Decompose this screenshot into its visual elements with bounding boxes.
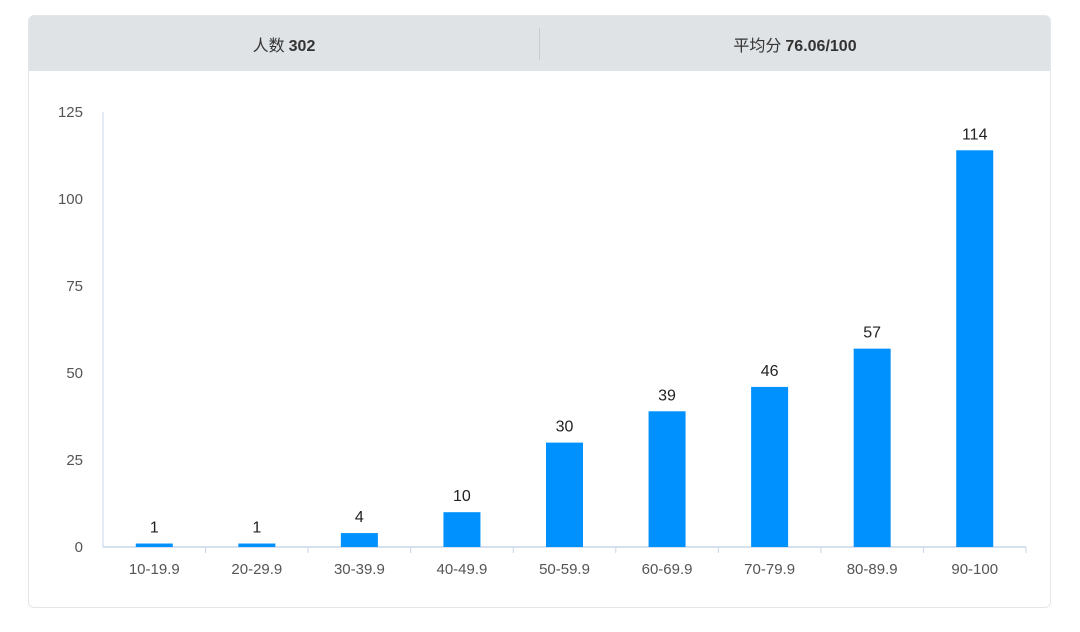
bar-50-59.9 [546, 442, 583, 547]
x-tick-label: 60-69.9 [642, 561, 693, 578]
bar-value-label: 30 [556, 419, 574, 436]
bar-value-label: 114 [962, 126, 988, 143]
x-tick-label: 20-29.9 [231, 561, 282, 578]
x-tick-label: 10-19.9 [129, 561, 180, 578]
average-score-value: 76.06/100 [785, 37, 857, 55]
bar-value-label: 1 [252, 520, 261, 537]
x-tick-label: 50-59.9 [539, 561, 590, 578]
score-distribution-card: 人数 302 平均分 76.06/100 0 25 50 75 100 125 1 10-19.9… [28, 15, 1051, 608]
bar-value-label: 1 [150, 520, 159, 537]
average-score: 平均分 76.06/100 [540, 32, 1050, 56]
bar-value-label: 46 [761, 363, 779, 380]
x-tick-label: 90-100 [951, 561, 998, 578]
bar-30-39.9 [340, 533, 378, 547]
average-score-label: 平均分 [733, 37, 782, 55]
x-tick-label: 30-39.9 [334, 561, 385, 578]
x-tick-label: 70-79.9 [744, 561, 795, 578]
x-tick-label: 80-89.9 [847, 561, 898, 578]
bar-40-49.9 [443, 512, 481, 547]
y-tick-label: 25 [66, 452, 83, 469]
summary-bar: 人数 302 平均分 76.06/100 [29, 16, 1050, 71]
score-histogram-chart: 0 25 50 75 100 125 1 10-19.9 1 20-29.9 4 30-39.9 10 4… [58, 104, 1027, 578]
y-tick-label: 50 [66, 365, 83, 382]
bar-value-label: 10 [453, 488, 471, 505]
bar-10-19.9 [135, 543, 173, 547]
y-tick-label: 125 [58, 104, 83, 121]
bar-60-69.9 [648, 411, 686, 547]
bar-20-29.9 [238, 543, 276, 547]
x-tick-label: 40-49.9 [437, 561, 488, 578]
summary-divider [539, 27, 540, 60]
y-tick-label: 100 [58, 191, 83, 208]
bar-70-79.9 [751, 386, 789, 547]
participant-count: 人数 302 [29, 32, 539, 56]
bar-value-label: 57 [863, 325, 881, 342]
y-tick-label: 0 [75, 539, 83, 556]
bar-value-label: 4 [355, 509, 364, 526]
participant-count-label: 人数 [252, 37, 285, 55]
y-tick-label: 75 [66, 278, 83, 295]
bar-80-89.9 [853, 348, 891, 547]
bar-value-label: 39 [658, 387, 676, 404]
participant-count-value: 302 [288, 37, 316, 55]
bar-90-100 [956, 150, 994, 547]
